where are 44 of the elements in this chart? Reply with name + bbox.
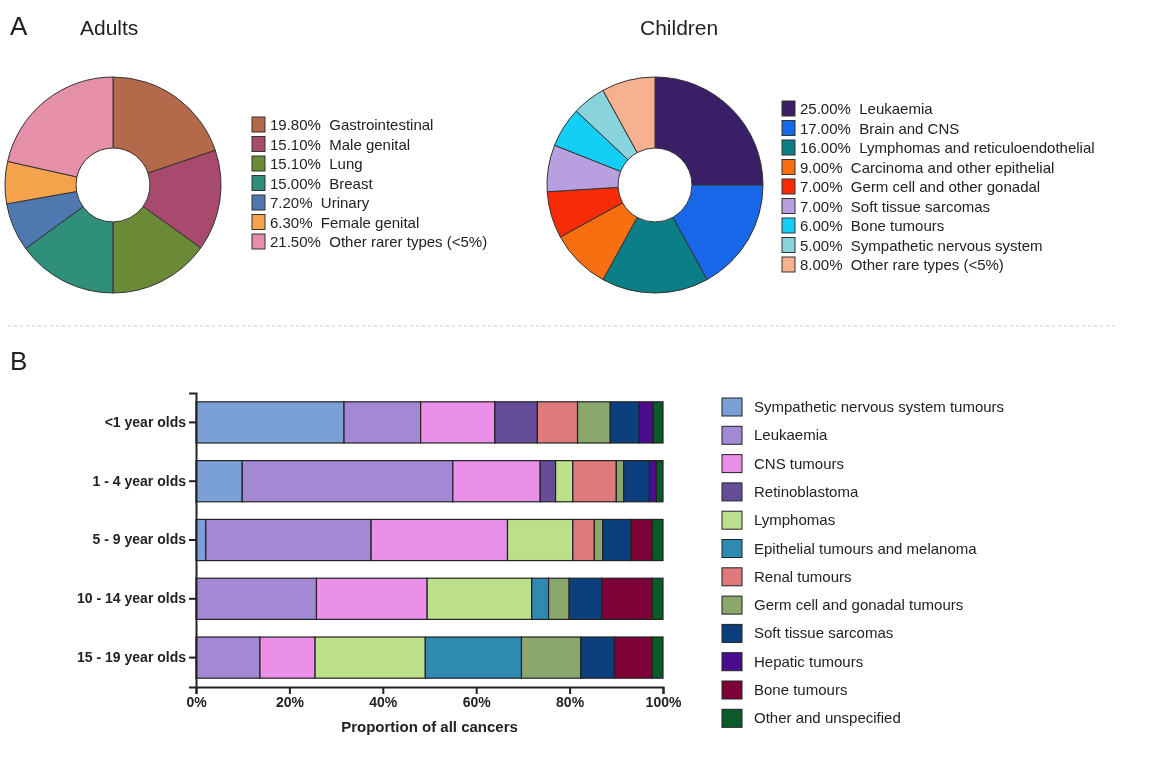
- legend-label: 8.00% Other rare types (<5%): [800, 256, 1004, 273]
- legend-label: CNS tumours: [754, 454, 845, 472]
- x-tick-label: 80%: [556, 693, 585, 710]
- x-tick-label: 100%: [645, 693, 682, 710]
- chart-title: Children: [640, 16, 719, 39]
- legend-label: 19.80% Gastrointestinal: [270, 116, 434, 133]
- legend-label: Bone tumours: [754, 681, 848, 698]
- legend-label: Germ cell and gonadal tumours: [754, 596, 964, 614]
- legend-label: 6.00% Bone tumours: [800, 217, 945, 234]
- legend-label: Hepatic tumours: [754, 652, 864, 670]
- x-tick-label: 40%: [369, 693, 398, 710]
- legend-label: Renal tumours: [754, 567, 852, 585]
- y-tick-label: 5 - 9 year olds: [92, 531, 187, 548]
- legend-label: Lymphomas: [754, 511, 836, 529]
- legend-label: 5.00% Sympathetic nervous system: [800, 236, 1043, 254]
- legend-label: 16.00% Lymphomas and reticuloendothelial: [800, 139, 1095, 156]
- legend-label: 7.00% Soft tissue sarcomas: [800, 197, 991, 215]
- legend-label: 15.10% Lung: [270, 155, 363, 172]
- text: A: [10, 11, 28, 41]
- legend-label: 17.00% Brain and CNS: [800, 119, 960, 137]
- legend-label: 15.10% Male genital: [270, 135, 411, 153]
- x-tick-label: 20%: [275, 693, 305, 710]
- legend-label: 9.00% Carcinoma and other epithelial: [800, 158, 1055, 176]
- legend-label: Retinoblastoma: [754, 482, 859, 500]
- y-tick-label: 15 - 19 year olds: [77, 649, 187, 666]
- legend-label: Epithelial tumours and melanoma: [754, 539, 978, 557]
- legend-label: Soft tissue sarcomas: [754, 624, 894, 642]
- y-tick-label: 1 - 4 year olds: [92, 472, 187, 489]
- legend-label: 7.20% Urinary: [270, 194, 370, 211]
- x-axis-title: Proportion of all cancers: [341, 718, 518, 735]
- legend-label: 21.50% Other rarer types (<5%): [270, 233, 488, 250]
- legend-label: 15.00% Breast: [270, 174, 374, 192]
- x-tick-label: 0%: [186, 693, 208, 710]
- legend-label: 6.30% Female genital: [270, 213, 420, 231]
- legend-label: 25.00% Leukaemia: [800, 100, 934, 117]
- legend-label: 7.00% Germ cell and other gonadal: [800, 178, 1041, 195]
- legend-label: Leukaemia: [754, 426, 829, 444]
- y-tick-label: <1 year olds: [104, 413, 187, 430]
- legend-label: Sympathetic nervous system tumours: [754, 398, 1005, 415]
- chart-title: Adults: [80, 16, 139, 39]
- x-tick-label: 60%: [462, 693, 492, 710]
- y-tick-label: 10 - 14 year olds: [77, 590, 187, 607]
- text: B: [10, 346, 28, 376]
- legend-label: Other and unspecified: [754, 709, 901, 727]
